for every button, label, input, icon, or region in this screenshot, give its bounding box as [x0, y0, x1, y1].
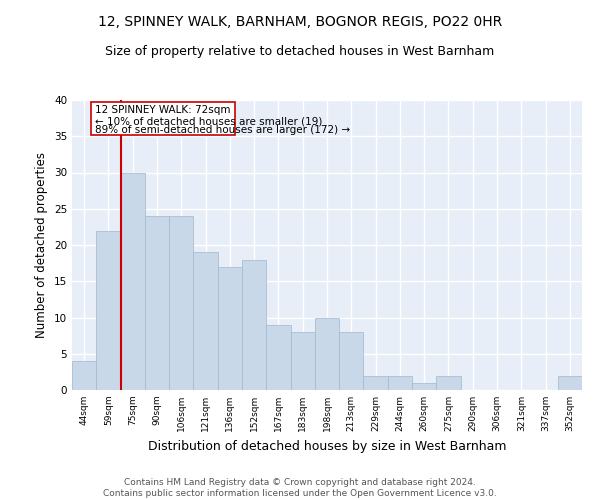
- Bar: [364, 376, 388, 390]
- Text: 12 SPINNEY WALK: 72sqm: 12 SPINNEY WALK: 72sqm: [95, 105, 231, 115]
- Bar: [266, 325, 290, 390]
- Bar: [218, 267, 242, 390]
- Text: ← 10% of detached houses are smaller (19): ← 10% of detached houses are smaller (19…: [95, 116, 322, 126]
- Bar: [145, 216, 169, 390]
- Text: 89% of semi-detached houses are larger (172) →: 89% of semi-detached houses are larger (…: [95, 126, 350, 136]
- Bar: [388, 376, 412, 390]
- Text: Contains HM Land Registry data © Crown copyright and database right 2024.
Contai: Contains HM Land Registry data © Crown c…: [103, 478, 497, 498]
- Bar: [412, 383, 436, 390]
- Y-axis label: Number of detached properties: Number of detached properties: [35, 152, 49, 338]
- Bar: [121, 172, 145, 390]
- Bar: [169, 216, 193, 390]
- Text: Size of property relative to detached houses in West Barnham: Size of property relative to detached ho…: [106, 45, 494, 58]
- Bar: [315, 318, 339, 390]
- Bar: [72, 361, 96, 390]
- Bar: [339, 332, 364, 390]
- Bar: [242, 260, 266, 390]
- Bar: [558, 376, 582, 390]
- Bar: [193, 252, 218, 390]
- Bar: [436, 376, 461, 390]
- Bar: [290, 332, 315, 390]
- X-axis label: Distribution of detached houses by size in West Barnham: Distribution of detached houses by size …: [148, 440, 506, 452]
- FancyBboxPatch shape: [91, 102, 235, 135]
- Bar: [96, 230, 121, 390]
- Text: 12, SPINNEY WALK, BARNHAM, BOGNOR REGIS, PO22 0HR: 12, SPINNEY WALK, BARNHAM, BOGNOR REGIS,…: [98, 15, 502, 29]
